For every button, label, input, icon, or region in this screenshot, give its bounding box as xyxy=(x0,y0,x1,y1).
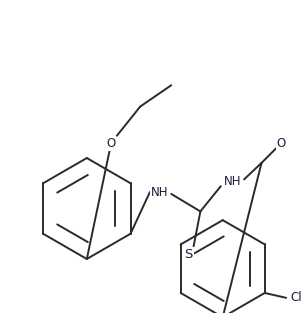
Text: O: O xyxy=(107,137,116,150)
Text: O: O xyxy=(276,137,286,150)
Text: NH: NH xyxy=(224,175,241,188)
Text: Cl: Cl xyxy=(290,291,302,304)
Text: S: S xyxy=(185,248,193,261)
Text: NH: NH xyxy=(151,185,169,198)
